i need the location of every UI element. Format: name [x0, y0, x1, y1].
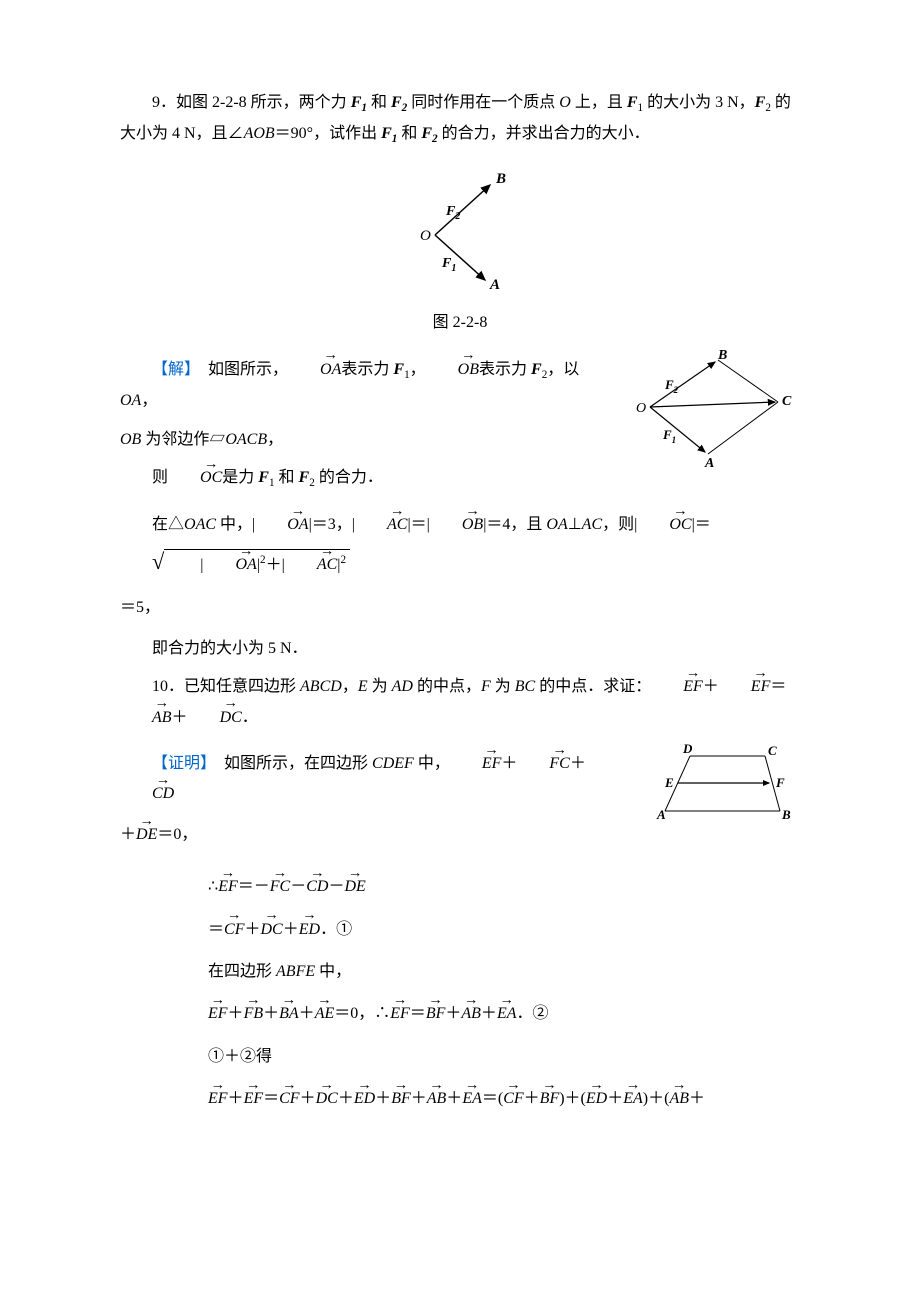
svg-text:C: C — [768, 743, 777, 758]
svg-text:A: A — [656, 807, 666, 822]
proof-p1: 【证明】 如图所示，在四边形 CDEF 中，EF＋FC＋CD — [120, 749, 634, 810]
sol9-p1: 【解】 如图所示，OA表示力 F1，OB表示力 F2，以 OA， — [120, 355, 614, 417]
svg-text:A: A — [489, 277, 500, 293]
svg-text:E: E — [664, 775, 674, 790]
svg-text:B: B — [495, 171, 506, 187]
proof-p6: EF＋FB＋BA＋AE＝0，∴EF＝BF＋AB＋EA．② — [120, 999, 800, 1029]
proof-p7: ①＋②得 — [120, 1042, 800, 1072]
question-9: 9．如图 2-2-8 所示，两个力 F1 和 F2 同时作用在一个质点 O 上，… — [120, 88, 800, 151]
svg-text:O: O — [636, 401, 646, 416]
proof-p5: 在四边形 ABFE 中， — [120, 957, 800, 987]
fig2-svg: O B A C F2 F1 — [630, 347, 800, 467]
fig3-svg: D C A B E F — [650, 741, 800, 826]
fig1-svg: O B A F2 F1 — [390, 165, 530, 295]
q9-num: 9． — [152, 94, 176, 111]
svg-text:F: F — [775, 775, 785, 790]
sol-label: 【解】 — [152, 361, 192, 378]
sol9-p4b: ＝5， — [120, 593, 800, 623]
question-10: 10．已知任意四边形 ABCD，E 为 AD 的中点，F 为 BC 的中点．求证… — [120, 672, 800, 733]
proof-row: 【证明】 如图所示，在四边形 CDEF 中，EF＋FC＋CD ＋DE＝0， D … — [120, 741, 800, 860]
svg-text:C: C — [782, 394, 792, 409]
figure-2-2-8: O B A F2 F1 图 2-2-8 — [120, 165, 800, 339]
svg-text:B: B — [781, 807, 791, 822]
proof-p4: ＝CF＋DC＋ED．① — [120, 915, 800, 945]
svg-text:B: B — [717, 348, 727, 363]
solution-9-row: 【解】 如图所示，OA表示力 F1，OB表示力 F2，以 OA， OB 为邻边作… — [120, 347, 800, 503]
proof-p2: ＋DE＝0， — [120, 820, 634, 850]
svg-text:F1: F1 — [662, 427, 676, 445]
svg-text:F1: F1 — [441, 256, 456, 274]
sol9-p3: 则OC是力 F1 和 F2 的合力． — [120, 463, 614, 494]
proof-p8: EF＋EF＝CF＋DC＋ED＋BF＋AB＋EA＝(CF＋BF)＋(ED＋EA)＋… — [120, 1084, 800, 1114]
svg-text:O: O — [420, 228, 431, 244]
svg-text:D: D — [682, 741, 693, 756]
svg-text:A: A — [704, 456, 714, 467]
sqrt: √|OA|2＋|AC|2 — [120, 541, 350, 584]
fig1-caption: 图 2-2-8 — [120, 308, 800, 338]
sol9-p4: 在△OAC 中，|OA|＝3，|AC|＝|OB|＝4，且 OA⊥AC，则|OC|… — [120, 510, 800, 583]
proof-p3: ∴EF＝－FC－CD－DE — [120, 872, 800, 902]
